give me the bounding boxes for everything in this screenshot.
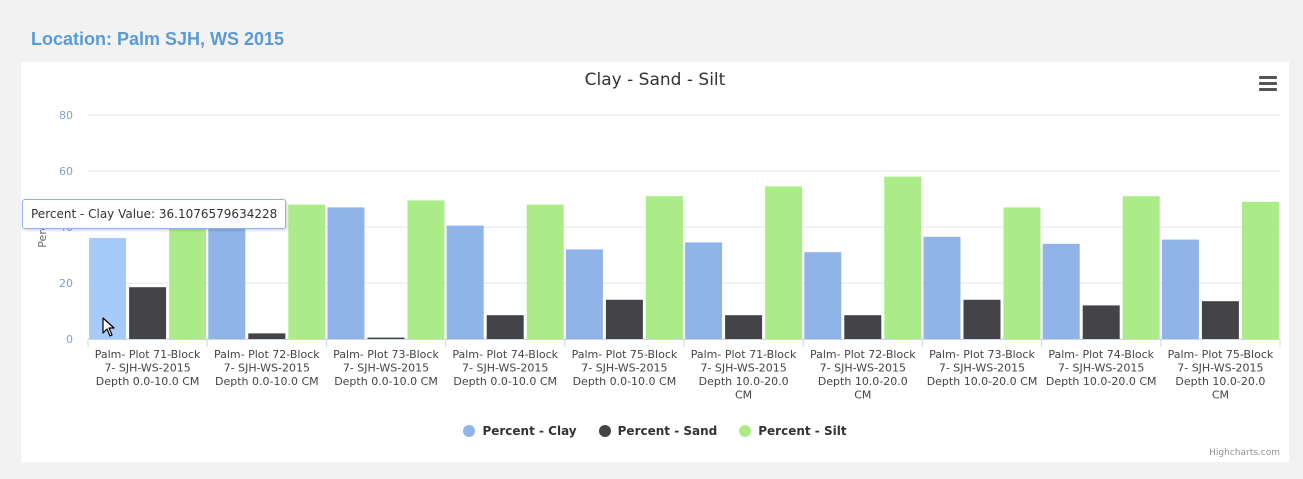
legend-dot-icon: [739, 425, 752, 437]
bar[interactable]: [288, 204, 326, 339]
legend-label: Percent - Silt: [758, 424, 847, 438]
bar[interactable]: [446, 225, 484, 339]
bar[interactable]: [884, 176, 922, 339]
legend-label: Percent - Sand: [617, 424, 718, 438]
bar[interactable]: [1241, 201, 1279, 339]
x-tick-label: Palm- Plot 74-Block 7- SJH-WS-2015 Depth 1…: [1046, 348, 1157, 388]
y-tick-label: 60: [59, 165, 73, 178]
bar[interactable]: [526, 204, 564, 339]
bar[interactable]: [765, 186, 803, 339]
chart-title: Clay - Sand - Silt: [584, 70, 726, 90]
bar[interactable]: [248, 333, 286, 339]
bar[interactable]: [605, 299, 643, 339]
x-tick-label: Palm- Plot 75-Block 7- SJH-WS-2015 Depth 0…: [572, 348, 678, 388]
legend-item[interactable]: Percent - Silt: [739, 424, 847, 438]
bar[interactable]: [1082, 305, 1120, 339]
legend-dot-icon: [463, 425, 476, 437]
bar[interactable]: [169, 221, 207, 339]
legend-dot-icon: [598, 425, 611, 437]
bar[interactable]: [208, 218, 246, 339]
bar[interactable]: [1042, 243, 1080, 339]
x-tick-label: Palm- Plot 75-Block 7- SJH-WS-2015 Depth 1…: [1168, 348, 1274, 402]
x-tick-label: Palm- Plot 74-Block 7- SJH-WS-2015 Depth 0…: [452, 348, 558, 388]
data-tooltip: Percent - Clay Value: 36.1076579634228: [22, 199, 287, 229]
bar[interactable]: [129, 287, 167, 339]
bar[interactable]: [804, 252, 842, 339]
tooltip-text: Percent - Clay Value: 36.1076579634228: [31, 207, 278, 221]
bar[interactable]: [725, 315, 763, 339]
bar[interactable]: [1003, 207, 1041, 339]
bar[interactable]: [327, 207, 365, 339]
bar[interactable]: [844, 315, 882, 339]
bar[interactable]: [407, 200, 445, 339]
bar[interactable]: [565, 249, 603, 339]
bar[interactable]: [1161, 239, 1199, 339]
location-title: Location: Palm SJH, WS 2015: [31, 29, 285, 49]
highcharts-credit[interactable]: Highcharts.com: [1209, 448, 1280, 458]
y-tick-label: 20: [59, 277, 73, 290]
y-tick-label: 0: [66, 333, 73, 346]
bar[interactable]: [923, 236, 961, 339]
bar[interactable]: [963, 299, 1001, 339]
chart-container: Clay - Sand - Silt 020406080PercentPalm-…: [21, 62, 1289, 462]
x-tick-label: Palm- Plot 71-Block 7- SJH-WS-2015 Depth 1…: [691, 348, 797, 402]
y-tick-label: 80: [59, 109, 73, 122]
x-tick-label: Palm- Plot 73-Block 7- SJH-WS-2015 Depth 0…: [333, 348, 439, 388]
hamburger-menu-icon[interactable]: [1259, 76, 1277, 92]
x-tick-label: Palm- Plot 72-Block 7- SJH-WS-2015 Depth 1…: [810, 348, 916, 402]
bar[interactable]: [367, 337, 405, 339]
chart-legend: Percent - Clay Percent - Sand Percent - Si…: [21, 424, 1289, 438]
bar[interactable]: [685, 242, 723, 339]
bar[interactable]: [645, 196, 683, 339]
legend-label: Percent - Clay: [482, 424, 577, 438]
x-tick-label: Palm- Plot 72-Block 7- SJH-WS-2015 Depth 0…: [214, 348, 320, 388]
legend-item[interactable]: Percent - Clay: [463, 424, 577, 438]
x-tick-label: Palm- Plot 71-Block 7- SJH-WS-2015 Depth 0…: [95, 348, 201, 388]
x-tick-label: Palm- Plot 73-Block 7- SJH-WS-2015 Depth 1…: [927, 348, 1038, 388]
bar[interactable]: [486, 315, 524, 339]
bar[interactable]: [1122, 196, 1160, 339]
legend-item[interactable]: Percent - Sand: [598, 424, 718, 438]
arrow-cursor-icon: [102, 317, 115, 337]
bar[interactable]: [1201, 301, 1239, 339]
